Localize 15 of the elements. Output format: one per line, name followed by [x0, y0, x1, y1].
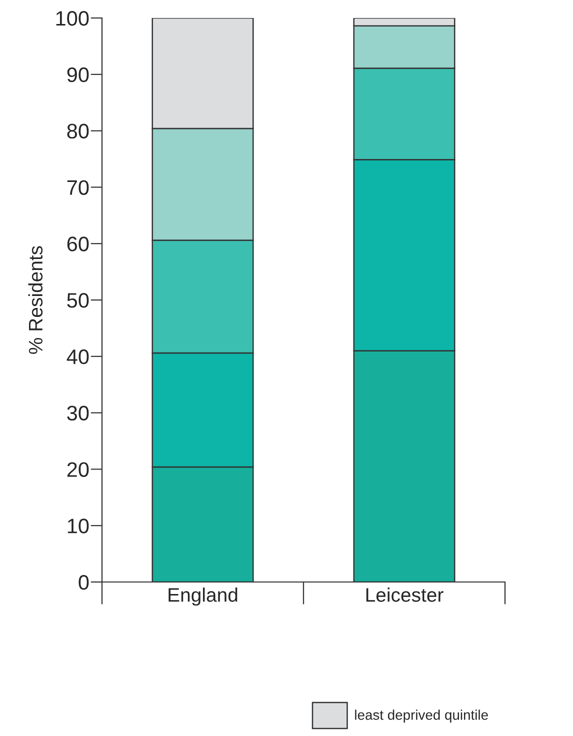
y-tick-label: 50 [67, 293, 89, 308]
y-tick-label: 10 [68, 518, 89, 534]
x-tick-label: England [168, 588, 238, 606]
y-tick-label: 30 [67, 406, 89, 421]
legend-label: least deprived quintile [355, 710, 488, 723]
y-tick-label: 0 [78, 575, 89, 590]
y-axis-title: % Residents [28, 246, 43, 354]
x-tick-label: Leicester [366, 588, 444, 602]
y-tick-label: 20 [67, 462, 89, 477]
y-tick-label: 90 [67, 67, 89, 82]
y-tick-label: 70 [67, 180, 89, 195]
y-tick-label: 80 [67, 124, 89, 139]
y-tick-label: 60 [67, 236, 89, 252]
y-tick-label: 100 [56, 11, 89, 26]
y-tick-label: 40 [66, 349, 89, 364]
